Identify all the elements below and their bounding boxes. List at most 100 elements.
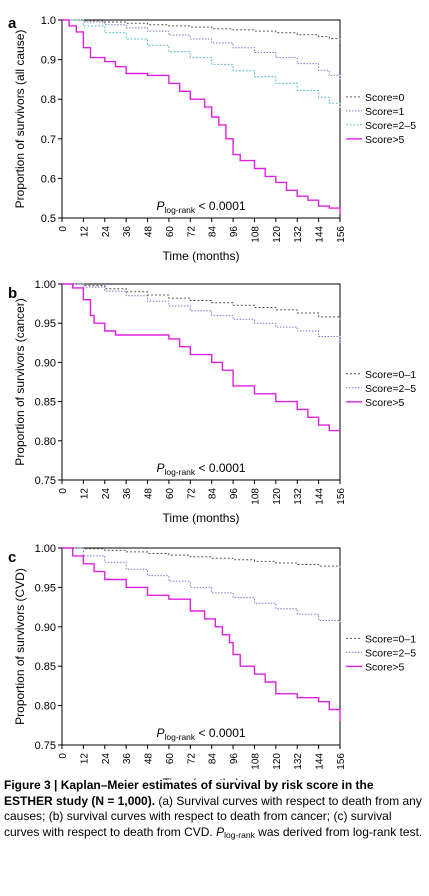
panel-c: c 0.75 0.80 0.85 0.90 0.95 1.00 0 12 24 36 48 60 72 84… xyxy=(8,543,416,780)
p-value-text: < 0.0001 xyxy=(195,461,246,475)
plot-frame xyxy=(61,19,341,219)
x-tick-label: 120 xyxy=(272,753,283,770)
x-tick-label: 108 xyxy=(250,226,261,243)
y-axis-label: Proportion of survivors (all cause) xyxy=(13,30,27,209)
y-tick-label: 0.95 xyxy=(35,582,56,594)
x-tick-label: 60 xyxy=(165,226,176,238)
x-tick-label: 108 xyxy=(250,488,261,505)
y-tick-label: 1.00 xyxy=(35,543,56,555)
y-tick-label: 0.80 xyxy=(35,436,56,448)
series-line-score5 xyxy=(62,547,341,722)
y-tick-label: 0.95 xyxy=(35,318,56,330)
x-tick-label: 96 xyxy=(229,488,240,500)
y-tick-label: 0.90 xyxy=(35,622,56,634)
legend-label: Score>5 xyxy=(365,397,405,409)
caption-panel-a: (a) Survival curves with respect to deat… xyxy=(4,793,422,824)
y-tick-label: 0.75 xyxy=(35,740,56,752)
x-tick-label: 36 xyxy=(122,753,133,765)
x-axis-label: Time (months) xyxy=(163,776,240,780)
series-line-score0 xyxy=(62,19,341,43)
x-tick-label: 60 xyxy=(165,488,176,500)
x-tick-label: 84 xyxy=(208,226,219,238)
x-tick-label: 0 xyxy=(58,488,69,494)
legend-label: Score=2–5 xyxy=(365,120,416,132)
x-tick-label: 48 xyxy=(144,753,155,765)
y-axis-label: Proportion of survivors (cancer) xyxy=(13,298,27,465)
p-value-annotation: Plog-rank < 0.0001 xyxy=(156,199,245,215)
plot-frame xyxy=(61,547,341,746)
x-tick-label: 0 xyxy=(58,226,69,232)
caption-p-subscript: log-rank xyxy=(224,829,255,840)
panel-label: b xyxy=(8,285,17,302)
legend-label: Score>5 xyxy=(365,661,405,673)
x-tick-label: 12 xyxy=(79,753,90,765)
panel-label: a xyxy=(8,15,17,32)
y-tick-label: 1.0 xyxy=(41,15,56,27)
x-tick-label: 156 xyxy=(336,753,347,770)
y-tick-label: 0.90 xyxy=(35,357,56,369)
y-tick-label: 0.85 xyxy=(35,397,56,409)
y-tick-label: 0.9 xyxy=(41,55,56,67)
p-value-annotation: Plog-rank < 0.0001 xyxy=(156,461,245,477)
x-axis-label: Time (months) xyxy=(163,249,240,263)
series-line-score25 xyxy=(62,283,341,343)
p-symbol: P xyxy=(156,726,164,740)
caption-title: Figure 3 | Kaplan–Meier estimates of sur… xyxy=(4,778,374,808)
caption-p-symbol: P xyxy=(216,824,225,839)
caption-p-text: was derived from log-rank test. xyxy=(258,824,423,839)
y-tick-label: 0.7 xyxy=(41,134,56,146)
x-tick-label: 96 xyxy=(229,753,240,765)
y-axis-label: Proportion of survivors (CVD) xyxy=(13,568,27,725)
y-tick-label: 0.5 xyxy=(41,213,56,225)
legend-label: Score>5 xyxy=(365,134,405,146)
p-value-text: < 0.0001 xyxy=(195,199,246,213)
x-tick-label: 96 xyxy=(229,226,240,238)
x-tick-label: 156 xyxy=(336,488,347,505)
x-tick-label: 144 xyxy=(315,753,326,770)
x-tick-label: 48 xyxy=(144,488,155,500)
x-tick-label: 12 xyxy=(79,226,90,238)
y-tick-label: 0.85 xyxy=(35,661,56,673)
panel-a: a 0.5 0.6 0.7 0.8 0.9 1.0 0 12 24 36 48 60 72 84 96 108 1… xyxy=(8,15,416,263)
series-line-score5 xyxy=(62,19,341,214)
panel-b: b 0.75 0.80 0.85 0.90 0.95 1.00 0 12 24 36 48 60 72 84… xyxy=(8,279,416,525)
series-line-score5 xyxy=(62,283,340,432)
figure-svg: a0.50.60.70.80.91.00 12 24 36 48 60 72 84 96 108 1… xyxy=(8,15,416,780)
x-tick-label: 84 xyxy=(208,753,219,765)
y-tick-label: 0.80 xyxy=(35,701,56,713)
legend-label: Score=2–5 xyxy=(365,383,416,395)
kaplan-meier-figure: a 0.5 0.6 0.7 0.8 0.9 1.0 0 12 24 36 48 60 72 84 96 108 1… xyxy=(8,15,416,780)
legend-label: Score=0–1 xyxy=(365,633,416,645)
x-tick-label: 24 xyxy=(101,226,112,238)
series-line-score01 xyxy=(62,547,341,570)
x-axis-label: Time (months) xyxy=(163,511,240,525)
x-tick-label: 24 xyxy=(101,753,112,765)
p-subscript: log-rank xyxy=(164,205,195,215)
x-tick-label: 72 xyxy=(186,488,197,500)
x-tick-label: 120 xyxy=(272,226,283,243)
x-tick-label: 144 xyxy=(315,488,326,505)
x-tick-label: 48 xyxy=(144,226,155,238)
p-subscript: log-rank xyxy=(164,732,195,742)
x-tick-label: 120 xyxy=(272,488,283,505)
p-subscript: log-rank xyxy=(164,467,195,477)
legend-label: Score=2–5 xyxy=(365,647,416,659)
y-tick-label: 0.6 xyxy=(41,173,56,185)
series-line-score25 xyxy=(62,547,341,623)
p-symbol: P xyxy=(156,199,164,213)
x-tick-label: 156 xyxy=(336,226,347,243)
legend-label: Score=1 xyxy=(365,106,405,118)
y-tick-label: 0.8 xyxy=(41,94,56,106)
p-value-annotation: Plog-rank < 0.0001 xyxy=(156,726,245,742)
legend-label: Score=0–1 xyxy=(365,369,416,381)
x-tick-label: 72 xyxy=(186,226,197,238)
x-tick-label: 132 xyxy=(293,488,304,505)
caption-panel-b: (b) survival curves with respect to deat… xyxy=(48,809,331,823)
series-line-score1 xyxy=(62,19,341,81)
series-line-score25 xyxy=(62,19,341,110)
x-tick-label: 24 xyxy=(101,488,112,500)
panel-label: c xyxy=(8,549,16,566)
x-tick-label: 132 xyxy=(293,226,304,243)
y-tick-label: 0.75 xyxy=(35,475,56,487)
p-symbol: P xyxy=(156,461,164,475)
